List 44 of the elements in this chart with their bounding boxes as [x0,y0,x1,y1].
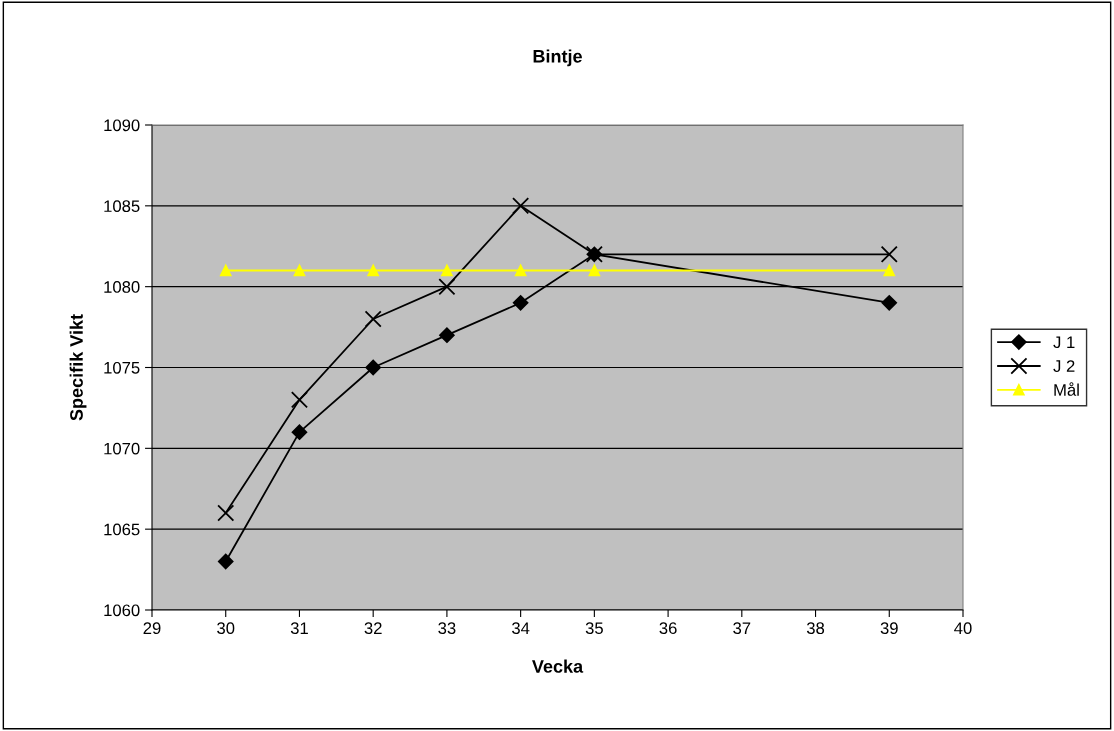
x-tick-label: 31 [290,622,308,635]
point [880,245,898,263]
point [514,264,527,277]
point [217,553,234,570]
point [441,264,453,277]
point [512,197,530,215]
y-tick-label: 1085 [104,200,140,213]
point [439,327,455,343]
x-tick-label: 36 [659,622,677,635]
point [512,295,529,311]
y-axis-title: Specifik Vikt [69,314,87,421]
legend-label: Mål [1054,382,1079,396]
point [883,264,896,277]
legend-label: J 1 [1053,336,1075,349]
y-tick-label: 1075 [104,361,140,374]
point [438,278,456,296]
legend-label: J 2 [1053,360,1075,372]
y-tick-label: 1070 [104,442,140,455]
point [291,424,308,440]
point [293,264,306,277]
y-tick-label: 1060 [104,604,140,617]
chart-title: Bintje [533,49,582,67]
y-tick-label: 1090 [104,119,140,132]
x-tick-label: 30 [217,622,235,635]
x-axis-title: Vecka [532,659,584,673]
point [364,310,382,328]
x-tick-label: 33 [438,622,456,635]
x-tick-label: 34 [512,622,530,635]
point [290,391,308,409]
x-tick-label: 37 [733,622,751,635]
point [365,359,381,376]
point [881,295,898,311]
y-tick-label: 1080 [104,281,140,293]
x-tick-label: 29 [143,622,161,635]
x-tick-label: 35 [585,622,603,635]
point [588,264,601,277]
x-tick-label: 38 [806,622,825,635]
x-tick-label: 40 [954,622,972,635]
x-tick-label: 39 [880,622,898,635]
point [217,504,235,522]
point [367,264,379,277]
point [219,264,232,277]
y-tick-label: 1065 [104,523,140,536]
x-tick-label: 32 [364,622,382,635]
